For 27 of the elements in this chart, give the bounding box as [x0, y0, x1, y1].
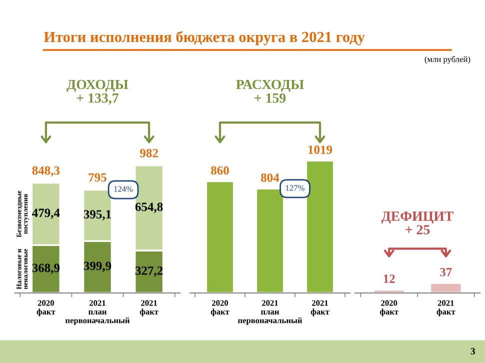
chart-title: ДЕФИЦИТ + 25 — [381, 212, 454, 234]
data-label: 1019 — [308, 146, 332, 154]
text: (млн рублей) — [424, 56, 470, 64]
x-tick-label: 2020 факт — [36, 300, 56, 316]
x-tick-label: 2021 план первоначальный — [65, 300, 130, 325]
x-tick-label: 2020 факт — [210, 300, 230, 316]
chart-title: РАСХОДЫ + 159 — [236, 80, 304, 103]
x-tick-label: 2021 факт — [310, 300, 330, 316]
total-label: 795 — [88, 173, 106, 182]
annotation: 127% — [286, 185, 304, 191]
text: 3 — [470, 348, 475, 354]
data-label: 654,8 — [135, 202, 163, 213]
x-tick-label: 2021 план первоначальный — [238, 300, 302, 325]
x-tick-label: 2021 факт — [140, 300, 158, 316]
data-label: 37 — [440, 268, 452, 276]
total-label: 848,3 — [32, 166, 60, 177]
x-tick-label: 2020 факт — [380, 300, 398, 316]
data-label: 479,4 — [32, 208, 60, 219]
data-label: 860 — [211, 166, 229, 175]
total-label: 982 — [140, 148, 158, 158]
data-label: 395,1 — [84, 210, 111, 220]
x-tick-label: 2021 факт — [436, 300, 456, 316]
annotation: 124% — [114, 186, 133, 192]
data-label: 804 — [261, 173, 280, 182]
chart-title: ДОХОДЫ + 133,7 — [66, 80, 128, 105]
data-label: 12 — [384, 274, 395, 283]
text: Итоги исполнения бюджета округа в 2021 году — [44, 31, 365, 46]
